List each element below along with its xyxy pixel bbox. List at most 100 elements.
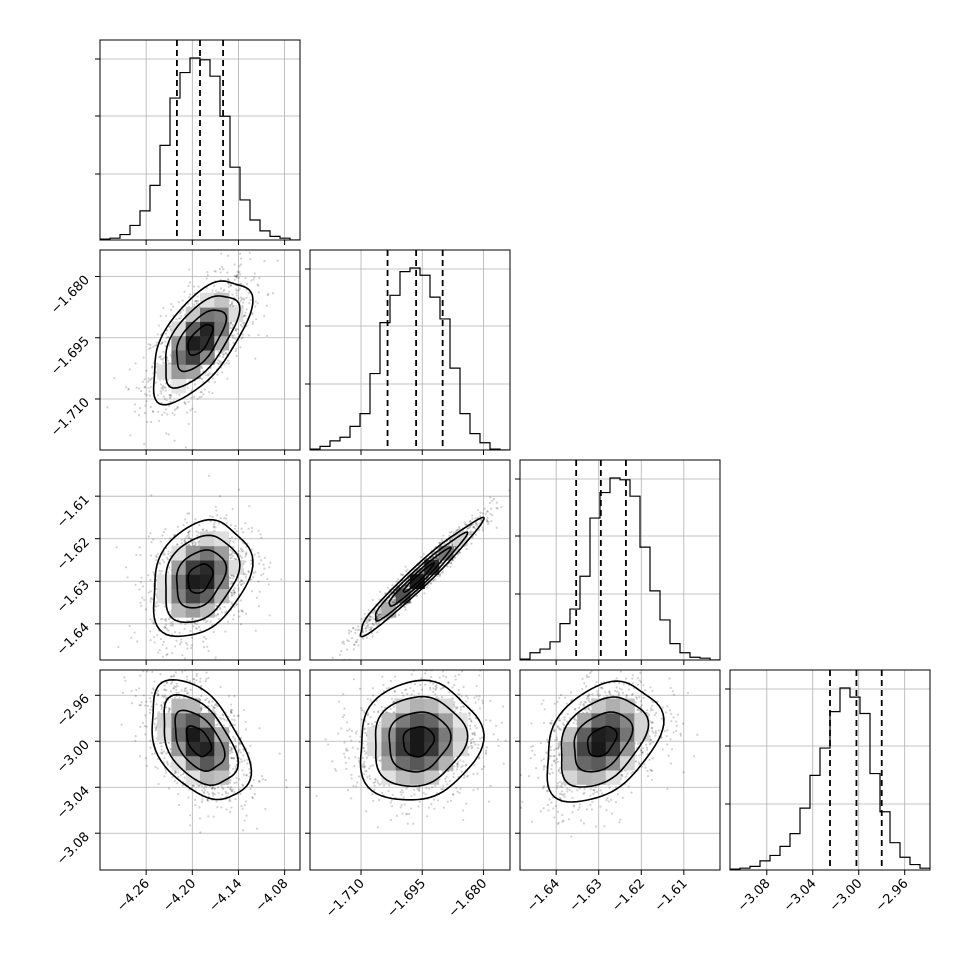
scatter-point (173, 439, 176, 442)
scatter-point (249, 258, 252, 261)
scatter-point (178, 393, 181, 397)
scatter-point (200, 707, 203, 710)
scatter-point (156, 394, 160, 397)
scatter-point (240, 736, 243, 739)
scatter-point (394, 600, 397, 603)
scatter-point (391, 584, 394, 587)
scatter-point (251, 796, 254, 799)
scatter-point (201, 662, 203, 664)
scatter-point (181, 308, 185, 311)
scatter-point (240, 556, 244, 559)
scatter-point (164, 345, 167, 348)
scatter-point (232, 593, 236, 596)
scatter-point (262, 572, 265, 575)
scatter-point (229, 284, 233, 288)
scatter-point (166, 558, 170, 561)
scatter-point (471, 514, 474, 517)
scatter-point (469, 520, 472, 523)
scatter-point (231, 577, 235, 580)
scatter-point (218, 355, 221, 358)
scatter-point (188, 537, 192, 540)
scatter-point (157, 651, 160, 654)
scatter-point (249, 298, 252, 302)
scatter-point (479, 515, 482, 518)
scatter-point (145, 394, 149, 397)
scatter-point (232, 735, 235, 738)
scatter-point (190, 644, 193, 647)
scatter-point (173, 780, 176, 783)
scatter-point (160, 342, 163, 346)
scatter-point (230, 321, 233, 324)
scatter-point (379, 615, 382, 618)
scatter-point (232, 614, 236, 617)
scatter-point (231, 507, 234, 511)
scatter-point (204, 620, 207, 624)
scatter-point (371, 622, 374, 626)
scatter-point (185, 411, 189, 414)
scatter-point (371, 635, 374, 638)
scatter-point (252, 572, 255, 575)
density-cell (171, 574, 187, 590)
scatter-point (441, 570, 445, 573)
scatter-point (193, 395, 196, 399)
scatter-point (465, 547, 468, 551)
marginal-panel-0 (95, 39, 301, 245)
scatter-point (181, 654, 184, 657)
scatter-point (356, 625, 360, 628)
scatter-point (171, 620, 174, 623)
scatter-point (234, 537, 237, 540)
scatter-point (193, 668, 195, 670)
scatter-point (442, 534, 445, 537)
scatter-point (361, 630, 364, 634)
scatter-point (346, 639, 349, 642)
scatter-point (267, 583, 270, 586)
scatter-point (197, 285, 200, 288)
scatter-point (351, 636, 354, 640)
scatter-point (457, 528, 460, 531)
contour-line (152, 518, 254, 638)
scatter-point (478, 528, 481, 531)
scatter-point (148, 394, 151, 397)
scatter-point (245, 612, 248, 615)
scatter-point (138, 755, 142, 758)
scatter-point (165, 399, 168, 402)
scatter-point (163, 626, 166, 629)
scatter-point (375, 622, 378, 625)
scatter-point (163, 397, 167, 400)
scatter-point (211, 377, 214, 380)
scatter-point (367, 624, 370, 627)
scatter-point (231, 709, 234, 712)
scatter-point (161, 341, 164, 344)
scatter-point (128, 624, 131, 628)
scatter-point (212, 630, 215, 634)
scatter-point (161, 617, 164, 621)
scatter-point (263, 314, 266, 318)
scatter-point (232, 304, 235, 308)
scatter-point (149, 598, 152, 601)
scatter-point (207, 815, 210, 818)
scatter-point (377, 615, 381, 618)
scatter-point (206, 798, 209, 801)
scatter-point (449, 538, 452, 541)
scatter-point (354, 640, 357, 644)
scatter-point (196, 295, 199, 298)
scatter-point (263, 556, 266, 560)
scatter-point (160, 392, 163, 395)
scatter-point (198, 396, 201, 399)
scatter-point (175, 688, 178, 691)
scatter-point (207, 700, 211, 703)
density-cell (171, 321, 187, 337)
scatter-point (178, 643, 182, 646)
scatter-point (357, 644, 360, 647)
scatter-point (218, 360, 221, 363)
scatter-point (225, 522, 228, 525)
scatter-point (164, 389, 167, 392)
scatter-point (147, 380, 150, 383)
scatter-point (260, 559, 263, 562)
density-cell (228, 560, 244, 575)
scatter-point (216, 514, 219, 517)
scatter-point (395, 580, 398, 583)
scatter-point (234, 275, 238, 278)
scatter-point (156, 333, 159, 336)
scatter-point (141, 380, 145, 383)
